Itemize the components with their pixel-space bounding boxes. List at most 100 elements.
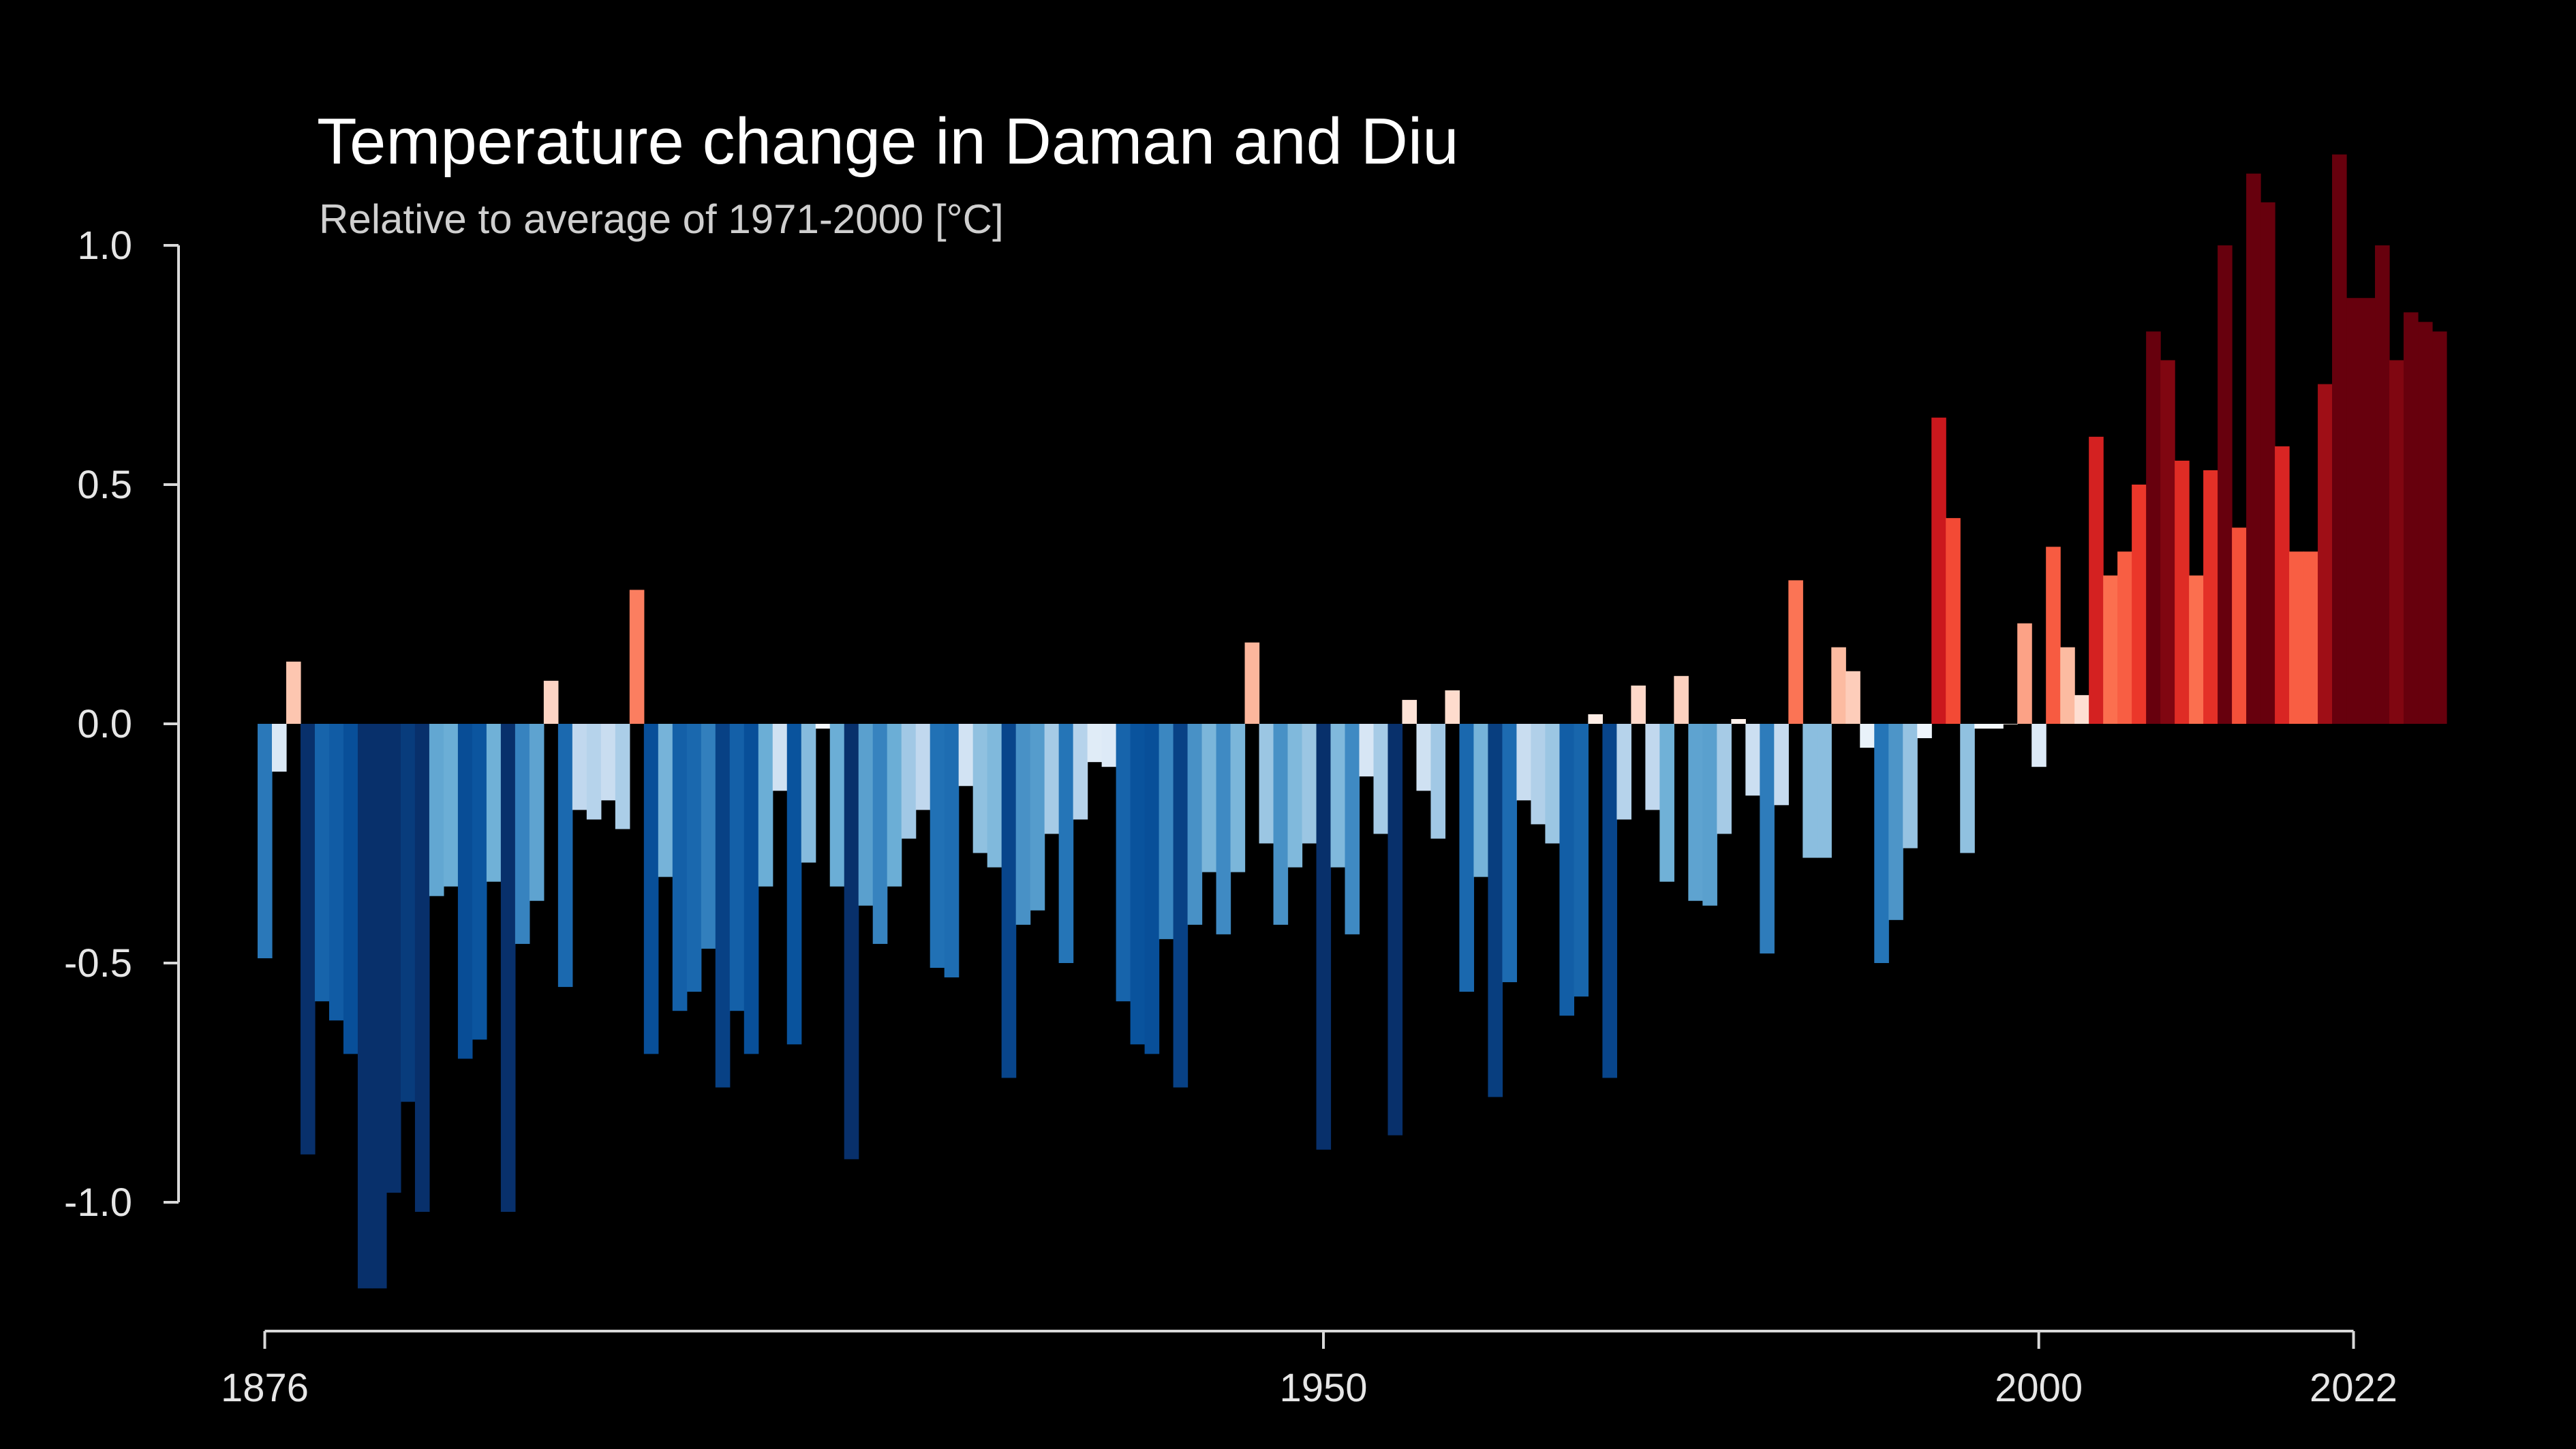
bar-1898 xyxy=(572,724,587,810)
bar-1922 xyxy=(915,724,931,810)
bar-1907 xyxy=(701,724,716,949)
bar-1954 xyxy=(1373,724,1389,834)
x-tick-label: 1876 xyxy=(221,1366,309,1410)
bar-1888 xyxy=(429,724,444,896)
bar-2026 xyxy=(2404,312,2419,724)
bar-1905 xyxy=(672,724,688,1011)
bar-1927 xyxy=(987,724,1002,868)
bar-1916 xyxy=(829,724,845,887)
bar-1975 xyxy=(1674,675,1689,724)
bar-1956 xyxy=(1402,699,1417,724)
bar-1918 xyxy=(858,724,874,906)
bar-1959 xyxy=(1445,690,1460,724)
x-axis: 1876 1950 2000 2022 xyxy=(221,1330,2397,1410)
bar-1885 xyxy=(386,724,401,1193)
bar-2001 xyxy=(2046,547,2061,724)
bar-1931 xyxy=(1044,724,1060,834)
bar-2002 xyxy=(2060,647,2075,724)
bar-2011 xyxy=(2189,575,2204,724)
bar-1972 xyxy=(1631,685,1646,724)
bar-1895 xyxy=(529,724,545,901)
bar-2007 xyxy=(2132,485,2147,724)
bar-2027 xyxy=(2418,322,2433,724)
bar-2000 xyxy=(2031,724,2046,767)
bar-1890 xyxy=(457,724,473,1059)
bar-1964 xyxy=(1516,724,1532,801)
bar-1893 xyxy=(500,724,516,1212)
bar-1988 xyxy=(1860,724,1875,748)
bar-1990 xyxy=(1888,724,1903,920)
bar-1950 xyxy=(1316,724,1332,1150)
bar-1981 xyxy=(1760,724,1775,954)
bar-2021 xyxy=(2332,154,2347,724)
bar-1936 xyxy=(1116,724,1131,1002)
bar-1993 xyxy=(1931,417,1946,724)
bar-1914 xyxy=(801,724,816,863)
bar-1976 xyxy=(1688,724,1703,901)
bar-1902 xyxy=(629,590,645,724)
bar-2022 xyxy=(2346,298,2361,724)
bar-1934 xyxy=(1087,724,1103,763)
bar-1968 xyxy=(1574,724,1589,997)
bar-1948 xyxy=(1287,724,1303,868)
bar-1984 xyxy=(1803,724,1818,858)
bar-1941 xyxy=(1187,724,1203,925)
x-tick-label: 1950 xyxy=(1279,1366,1367,1410)
bar-1937 xyxy=(1130,724,1146,1045)
bar-1924 xyxy=(944,724,960,978)
bar-1883 xyxy=(357,724,373,1289)
bar-1947 xyxy=(1273,724,1289,925)
bar-1901 xyxy=(615,724,630,829)
bar-1965 xyxy=(1531,724,1546,825)
bar-1987 xyxy=(1845,671,1860,724)
bar-1894 xyxy=(515,724,530,944)
bar-series xyxy=(258,154,2447,1289)
bar-1951 xyxy=(1330,724,1346,868)
bar-1942 xyxy=(1201,724,1217,872)
bar-1903 xyxy=(643,724,659,1054)
bar-1938 xyxy=(1144,724,1160,1054)
bar-1911 xyxy=(758,724,773,887)
bar-1963 xyxy=(1502,724,1518,983)
bar-1982 xyxy=(1774,724,1789,806)
bar-1900 xyxy=(600,724,616,801)
bar-1886 xyxy=(400,724,416,1102)
bar-1912 xyxy=(772,724,788,791)
bar-2025 xyxy=(2389,360,2404,724)
bar-1962 xyxy=(1488,724,1503,1097)
bar-1967 xyxy=(1559,724,1574,1016)
bar-1919 xyxy=(872,724,888,944)
bar-1940 xyxy=(1173,724,1189,1088)
bar-1971 xyxy=(1616,724,1631,820)
x-tick-label: 2000 xyxy=(1995,1366,2083,1410)
y-axis: 1.0 0.5 0.0 -0.5 -1.0 xyxy=(64,224,180,1225)
bar-1980 xyxy=(1745,724,1760,796)
bar-1909 xyxy=(729,724,745,1011)
bar-1933 xyxy=(1073,724,1088,820)
bar-2006 xyxy=(2117,551,2132,724)
bar-1960 xyxy=(1459,724,1475,992)
bar-2009 xyxy=(2160,360,2175,724)
y-tick-label: -1.0 xyxy=(64,1180,132,1225)
bar-1994 xyxy=(1946,518,1961,724)
bar-1953 xyxy=(1359,724,1375,777)
bar-2013 xyxy=(2218,245,2233,724)
bar-1995 xyxy=(1960,724,1975,853)
bar-1945 xyxy=(1244,642,1260,724)
bar-1978 xyxy=(1717,724,1732,834)
bar-1891 xyxy=(472,724,487,1040)
bar-1877 xyxy=(271,724,287,772)
bar-2008 xyxy=(2146,331,2161,724)
bar-1904 xyxy=(658,724,673,877)
bar-2003 xyxy=(2074,695,2089,724)
bar-1920 xyxy=(887,724,902,887)
bar-1930 xyxy=(1030,724,1045,911)
bar-2018 xyxy=(2289,551,2304,724)
bar-2017 xyxy=(2275,446,2290,724)
bar-2023 xyxy=(2361,298,2376,724)
bar-1882 xyxy=(343,724,358,1054)
bar-1991 xyxy=(1903,724,1918,849)
bar-1939 xyxy=(1159,724,1174,939)
bar-1917 xyxy=(844,724,859,1159)
